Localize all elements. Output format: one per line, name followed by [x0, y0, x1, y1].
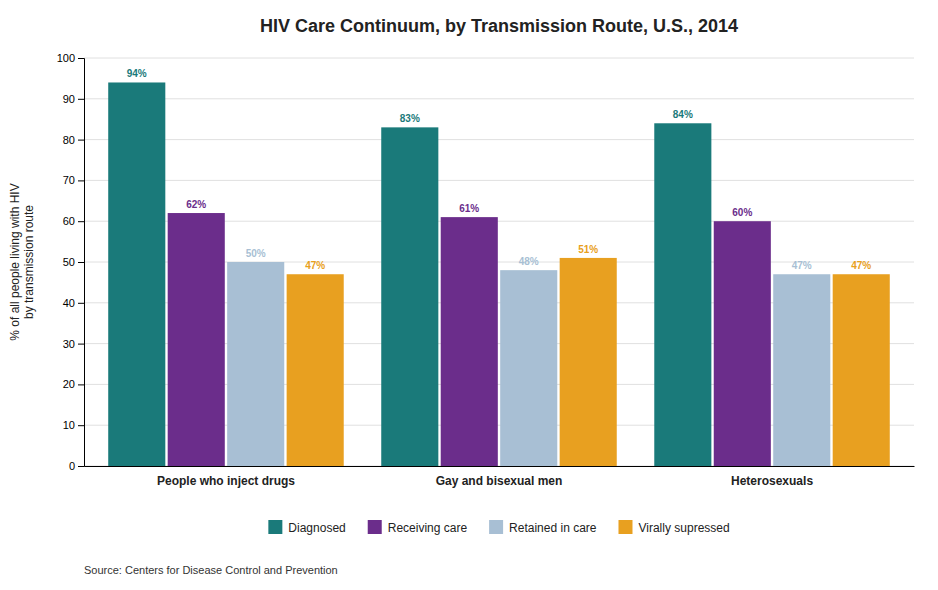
y-tick: 90: [63, 93, 84, 105]
y-tick-label: 100: [57, 52, 75, 64]
grid-line: [84, 139, 914, 140]
y-tick-mark: [78, 303, 84, 304]
bar: [108, 82, 165, 466]
y-tick-label: 10: [63, 419, 75, 431]
y-tick-mark: [78, 180, 84, 181]
legend-swatch: [268, 520, 282, 534]
legend: Diagnosed Receiving care Retained in care V…: [268, 520, 729, 535]
y-tick-mark: [78, 140, 84, 141]
legend-swatch: [489, 520, 503, 534]
legend-swatch: [368, 520, 382, 534]
legend-label: Diagnosed: [288, 521, 345, 535]
data-label: 47%: [792, 260, 812, 271]
data-labels: 94% 83% 84% 62% 61% 60% 50% 48% 47% 47% 51% 47%: [127, 68, 872, 271]
y-tick-label: 30: [63, 338, 75, 350]
bar-series: [168, 213, 771, 466]
grid-line: [84, 180, 914, 181]
x-tick: Gay and bisexual men: [436, 474, 563, 488]
bar: [654, 123, 711, 466]
y-tick-mark: [78, 99, 84, 100]
x-tick-label: Gay and bisexual men: [436, 474, 563, 488]
legend-label: Receiving care: [388, 521, 468, 535]
y-tick-label: 70: [63, 174, 75, 186]
y-tick-mark: [78, 221, 84, 222]
y-tick-label: 50: [63, 256, 75, 268]
y-tick-mark: [78, 466, 84, 467]
data-label: 47%: [851, 260, 871, 271]
grid-line: [84, 58, 914, 59]
bar: [441, 217, 498, 466]
bar: [168, 213, 225, 466]
y-tick-label: 20: [63, 378, 75, 390]
x-tick: Heterosexuals: [731, 474, 813, 488]
y-tick-label: 60: [63, 215, 75, 227]
legend-label: Virally supressed: [638, 521, 729, 535]
annotation: Source: Centers for Disease Control and …: [84, 564, 338, 576]
bar: [500, 270, 557, 466]
bar: [773, 274, 830, 466]
grid-line: [84, 98, 914, 99]
chart: 0 10 20 30 40 50 60 70 80 90 100 People who inject …: [0, 0, 938, 590]
y-tick-mark: [78, 58, 84, 59]
legend-swatch: [618, 520, 632, 534]
data-label: 62%: [186, 199, 206, 210]
plot: 0 10 20 30 40 50 60 70 80 90 100 People who inject …: [57, 52, 915, 488]
bar: [227, 262, 284, 466]
y-tick: 60: [63, 215, 84, 227]
y-axis-line: [78, 59, 85, 467]
data-label: 51%: [578, 244, 598, 255]
y-tick: 70: [63, 174, 84, 186]
data-label: 84%: [673, 109, 693, 120]
y-tick: 50: [63, 256, 84, 268]
bar-series: [287, 258, 890, 466]
y-tick-mark: [78, 425, 84, 426]
legend-label: Retained in care: [509, 521, 597, 535]
grid: [84, 58, 914, 466]
y-tick-mark: [78, 262, 84, 263]
bar: [381, 127, 438, 466]
y-axis: 0 10 20 30 40 50 60 70 80 90 100: [57, 52, 85, 472]
y-tick-mark: [78, 344, 84, 345]
y-tick: 100: [57, 52, 84, 64]
data-label: 48%: [519, 256, 539, 267]
bar: [833, 274, 890, 466]
data-label: 61%: [459, 203, 479, 214]
legend-item: Receiving care: [368, 520, 468, 535]
data-label: 47%: [305, 260, 325, 271]
x-tick-label: Heterosexuals: [731, 474, 813, 488]
data-label: 94%: [127, 68, 147, 79]
legend-item: Retained in care: [489, 520, 597, 535]
bar-series: [227, 262, 830, 466]
y-tick-label: 0: [69, 460, 75, 472]
legend-item: Diagnosed: [268, 520, 345, 535]
y-tick-label: 90: [63, 93, 75, 105]
bars: [108, 82, 890, 466]
y-axis-title: % of all people living with HIVby transm…: [8, 183, 36, 340]
y-tick: 0: [69, 460, 84, 472]
data-label: 83%: [400, 113, 420, 124]
bar-series: [108, 82, 711, 466]
y-tick: 10: [63, 419, 84, 431]
x-tick-label: People who inject drugs: [157, 474, 295, 488]
x-tick: People who inject drugs: [157, 474, 295, 488]
y-tick-label: 80: [63, 134, 75, 146]
legend-item: Virally supressed: [618, 520, 729, 535]
data-label: 50%: [246, 248, 266, 259]
y-tick: 40: [63, 297, 84, 309]
data-label: 60%: [732, 207, 752, 218]
title: HIV Care Continuum, by Transmission Rout…: [260, 16, 738, 36]
y-tick: 20: [63, 378, 84, 390]
x-axis: People who inject drugs Gay and bisexual …: [85, 467, 915, 488]
bar: [287, 274, 344, 466]
x-axis-line: [85, 466, 915, 467]
y-tick: 80: [63, 134, 84, 146]
y-tick-mark: [78, 384, 84, 385]
y-tick-label: 40: [63, 297, 75, 309]
bar: [560, 258, 617, 466]
bar: [714, 221, 771, 466]
y-tick: 30: [63, 338, 84, 350]
